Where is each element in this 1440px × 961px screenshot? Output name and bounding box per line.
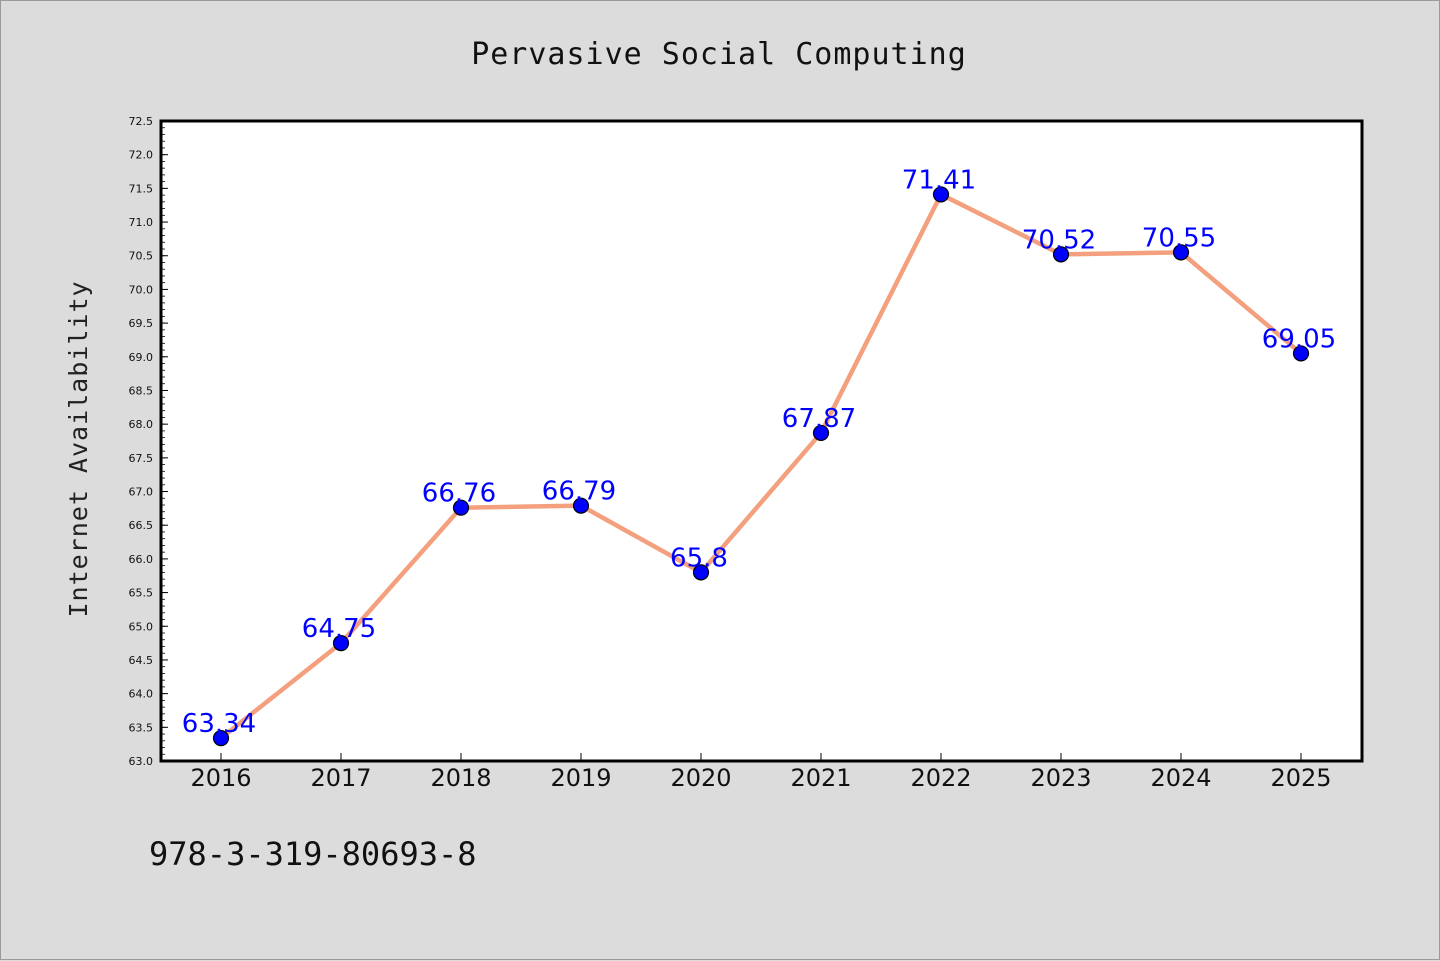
y-tick-label: 72.5 bbox=[129, 115, 154, 128]
x-tick-label: 2018 bbox=[430, 764, 491, 792]
x-tick-label: 2017 bbox=[310, 764, 371, 792]
y-tick-label: 71.0 bbox=[129, 216, 154, 229]
y-tick-label: 72.0 bbox=[129, 149, 154, 162]
y-tick-label: 66.5 bbox=[129, 519, 154, 532]
data-point bbox=[1052, 246, 1070, 263]
y-tick-label: 70.0 bbox=[129, 283, 154, 296]
y-tick-label: 68.5 bbox=[129, 384, 154, 397]
x-tick-label: 2023 bbox=[1030, 764, 1091, 792]
y-axis-ticks: 63.0 63.5 64.0 64.5 65.0 65.5 66.0 66.5 67.0 67.5… bbox=[129, 115, 168, 768]
data-label: 71.41 bbox=[902, 165, 976, 195]
data-label: 69.05 bbox=[1262, 324, 1336, 354]
y-tick-label: 67.0 bbox=[129, 486, 154, 499]
data-point bbox=[1292, 345, 1310, 362]
data-point bbox=[932, 186, 950, 203]
data-label: 64.75 bbox=[302, 614, 376, 644]
y-tick-label: 63.5 bbox=[129, 721, 154, 734]
x-tick-label: 2021 bbox=[790, 764, 851, 792]
x-tick-label: 2016 bbox=[190, 764, 251, 792]
y-tick-label: 64.0 bbox=[129, 688, 154, 701]
data-point bbox=[572, 497, 590, 514]
y-tick-label: 70.5 bbox=[129, 250, 154, 263]
series-line bbox=[218, 192, 1304, 741]
x-tick-label: 2019 bbox=[550, 764, 611, 792]
data-label: 70.55 bbox=[1142, 223, 1216, 253]
y-tick-label: 71.5 bbox=[129, 182, 154, 195]
y-tick-label: 65.5 bbox=[129, 587, 154, 600]
y-tick-label: 69.0 bbox=[129, 351, 154, 364]
data-label: 70.52 bbox=[1022, 225, 1096, 255]
x-tick-label: 2022 bbox=[910, 764, 971, 792]
y-tick-label: 69.5 bbox=[129, 317, 154, 330]
data-label: 65.8 bbox=[670, 543, 728, 573]
data-point bbox=[452, 499, 470, 516]
data-label: 66.79 bbox=[542, 477, 616, 507]
x-tick-label: 2024 bbox=[1150, 764, 1211, 792]
data-label: 63.34 bbox=[182, 709, 256, 739]
data-point bbox=[812, 424, 830, 442]
footer-isbn-text: 978-3-319-80693-8 bbox=[149, 835, 477, 873]
data-label: 66.76 bbox=[422, 479, 496, 509]
y-tick-label: 64.5 bbox=[129, 654, 154, 667]
x-tick-label: 2025 bbox=[1270, 764, 1331, 792]
y-tick-label: 65.0 bbox=[129, 620, 154, 633]
chart-title: Pervasive Social Computing bbox=[471, 37, 967, 72]
data-point bbox=[692, 564, 710, 581]
plot-area bbox=[159, 119, 1364, 763]
y-tick-label: 67.5 bbox=[129, 452, 154, 465]
data-point bbox=[212, 729, 230, 747]
data-point bbox=[332, 635, 350, 652]
y-tick-label: 66.0 bbox=[129, 553, 154, 566]
y-axis-label: Internet Availability bbox=[64, 280, 93, 617]
x-tick-label: 2020 bbox=[670, 764, 731, 792]
data-point bbox=[1172, 244, 1190, 261]
data-label: 67.87 bbox=[782, 404, 856, 434]
x-axis-ticks: 2016 2017 2018 2019 2020 2021 2022 2023 2024 2025 bbox=[190, 753, 1332, 792]
y-tick-label: 68.0 bbox=[129, 418, 154, 431]
series-group: 63.34 64.75 66.76 66.79 65.8 67.87 71.41 70.52 7… bbox=[182, 165, 1336, 747]
y-tick-label: 63.0 bbox=[129, 755, 154, 768]
